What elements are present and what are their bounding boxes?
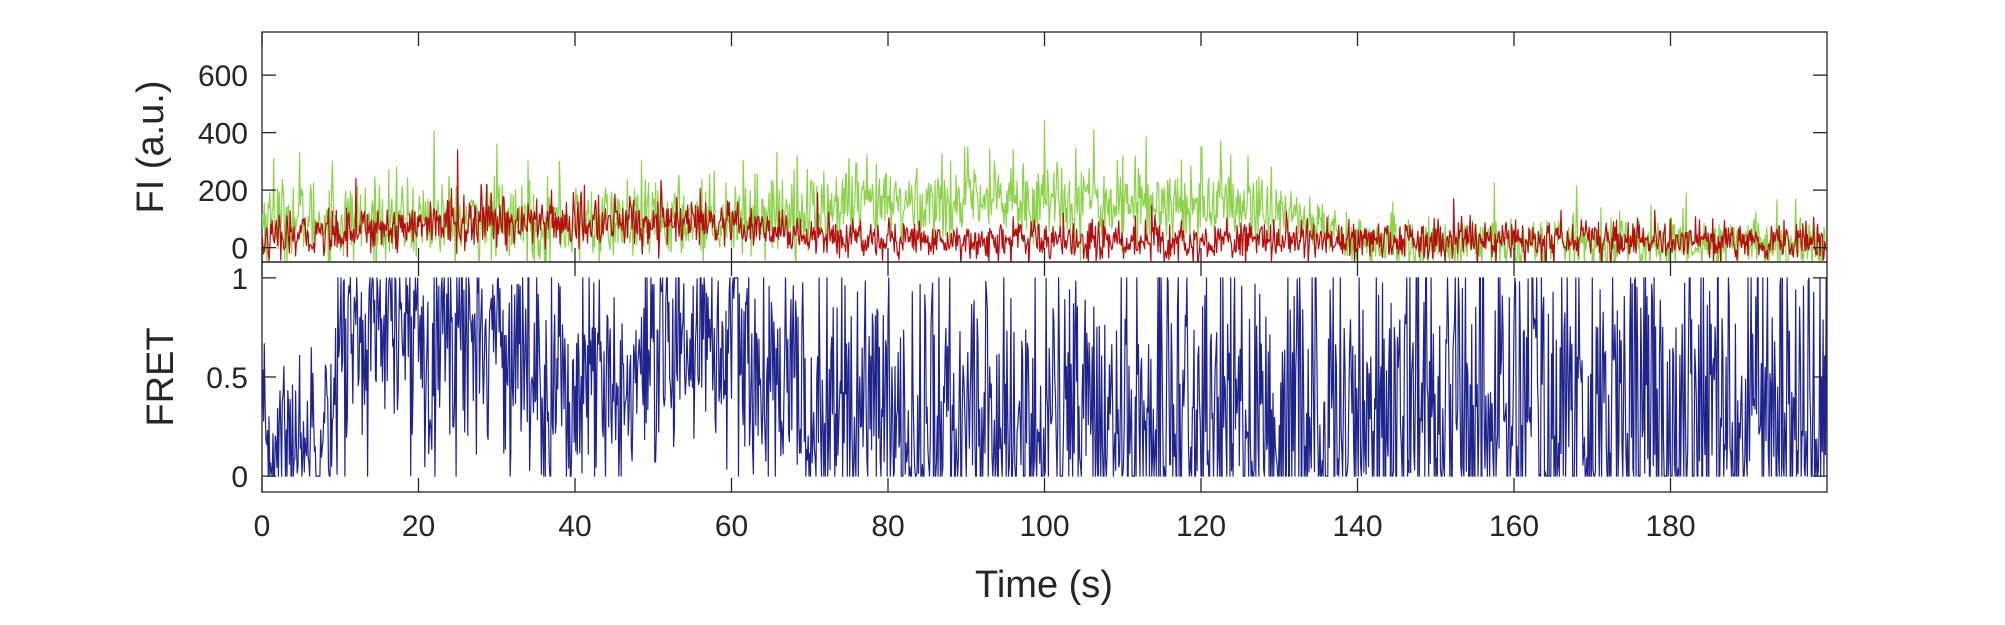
- intensity-y-tick-label: 0: [231, 233, 248, 266]
- fret-panel: 00.51 0 20 40 60 80 100 120 140 160 180 FRET Time…: [140, 261, 1828, 606]
- fret-series-0-line: [262, 277, 1827, 477]
- time-x-tick-label: 80: [871, 510, 904, 543]
- fret-y-tick-label: 1: [231, 263, 248, 296]
- time-x-tick-label: 120: [1176, 510, 1226, 543]
- fret-y-axis: 00.51: [206, 263, 1827, 494]
- fret-y-tick-label: 0.5: [206, 362, 248, 395]
- intensity-panel: 0 200 400 600 FI (a.u.): [130, 31, 1828, 266]
- fret-y-tick-label: 0: [231, 461, 248, 494]
- intensity-traces: [262, 120, 1827, 262]
- time-x-tick-label: 100: [1019, 510, 1069, 543]
- time-x-tick-label: 180: [1645, 510, 1695, 543]
- intensity-y-axis-title: FI (a.u.): [130, 80, 172, 213]
- intensity-series-1-line: [262, 149, 1827, 262]
- intensity-y-tick-label: 400: [198, 118, 248, 151]
- intensity-y-tick-label: 200: [198, 175, 248, 208]
- time-x-tick-label: 140: [1332, 510, 1382, 543]
- intensity-y-axis: 0 200 400 600: [198, 32, 1827, 266]
- time-x-tick-label: 40: [558, 510, 591, 543]
- fret-y-axis-title: FRET: [140, 327, 182, 426]
- time-x-axis: 0 20 40 60 80 100 120 140 160 180: [254, 262, 1696, 543]
- intensity-y-tick-label: 600: [198, 60, 248, 93]
- time-x-tick-label: 20: [402, 510, 435, 543]
- time-x-tick-label: 60: [715, 510, 748, 543]
- time-x-tick-label: 0: [254, 510, 271, 543]
- fret-traces: [262, 277, 1827, 477]
- time-x-tick-label: 160: [1489, 510, 1539, 543]
- time-x-axis-title: Time (s): [975, 564, 1113, 606]
